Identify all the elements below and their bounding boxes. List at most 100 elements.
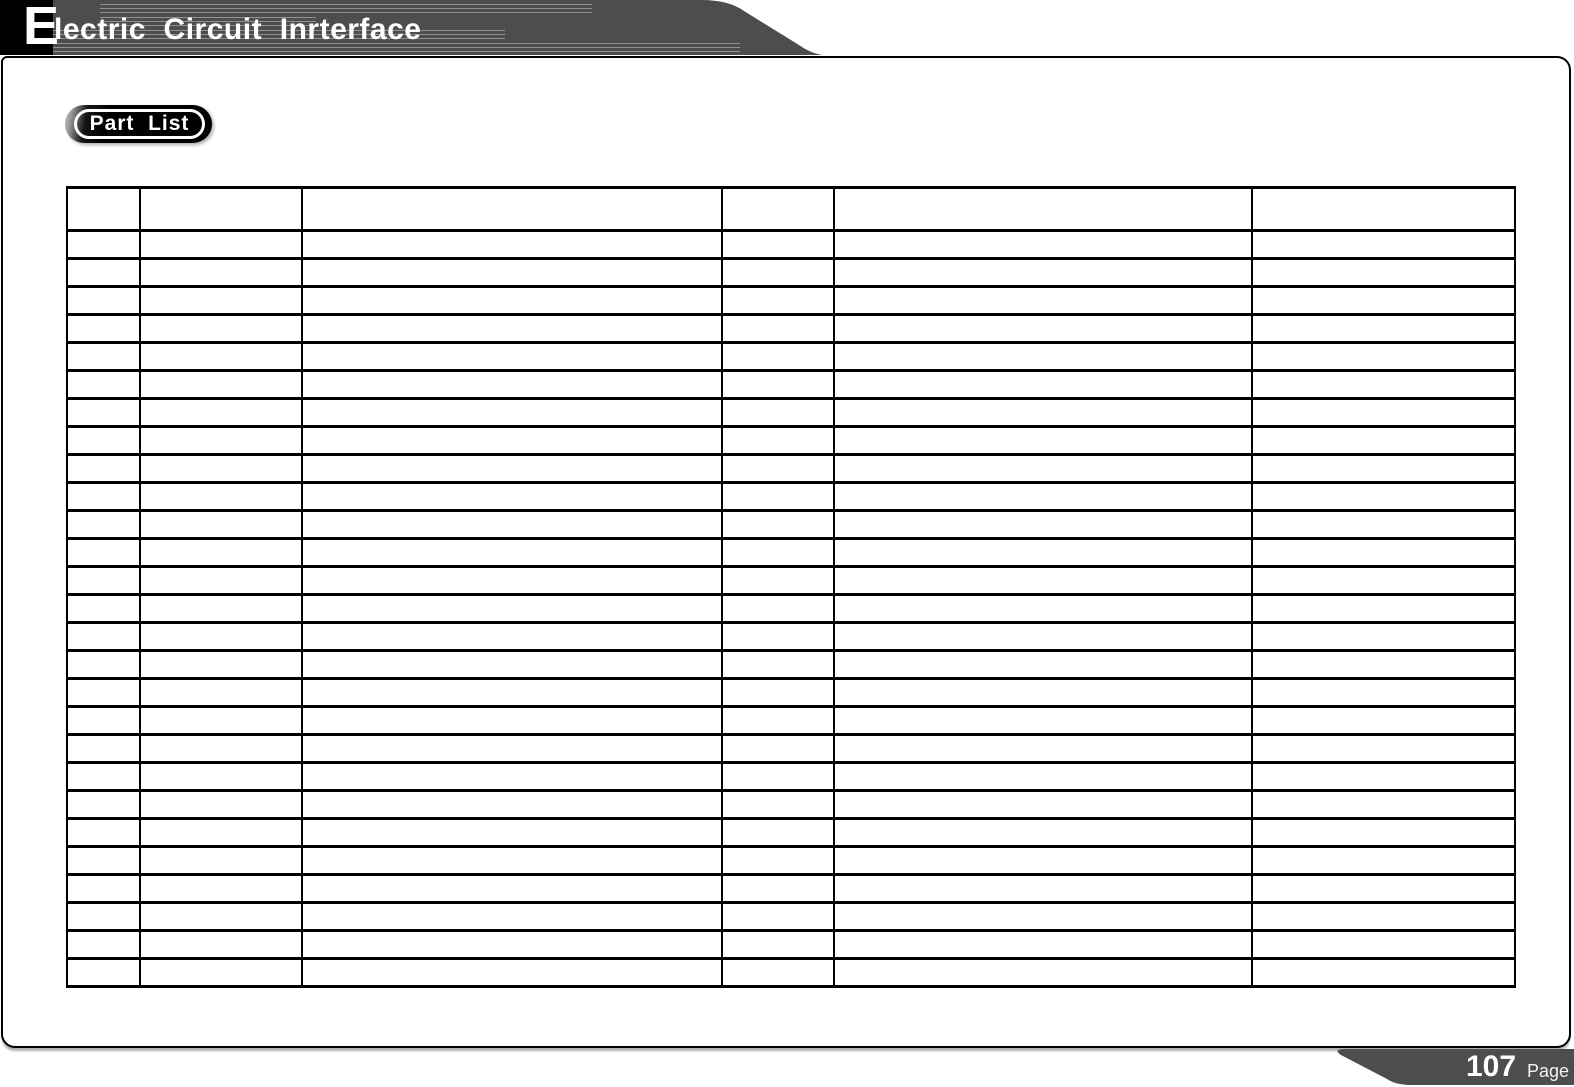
table-cell xyxy=(721,621,835,652)
table-cell xyxy=(301,817,723,848)
table-cell xyxy=(139,481,303,512)
table-row xyxy=(66,901,1516,932)
table-cell xyxy=(833,341,1253,372)
table-row xyxy=(66,425,1516,456)
table-row xyxy=(66,705,1516,736)
table-cell xyxy=(833,705,1253,736)
table-cell xyxy=(721,257,835,288)
table-cell xyxy=(833,677,1253,708)
table-cell xyxy=(721,593,835,624)
table-cell xyxy=(1251,845,1516,876)
table-cell xyxy=(721,453,835,484)
table-row xyxy=(66,873,1516,904)
table-cell xyxy=(66,929,141,960)
table-cell xyxy=(139,761,303,792)
table-cell xyxy=(139,901,303,932)
table-cell xyxy=(721,705,835,736)
table-header-cell xyxy=(66,186,141,232)
table-cell xyxy=(833,873,1253,904)
part-list-table xyxy=(66,186,1516,988)
table-cell xyxy=(833,565,1253,596)
table-header-row xyxy=(66,186,1516,232)
table-cell xyxy=(1251,593,1516,624)
table-cell xyxy=(833,481,1253,512)
table-cell xyxy=(66,285,141,316)
table-cell xyxy=(301,621,723,652)
table-cell xyxy=(66,229,141,260)
table-cell xyxy=(833,425,1253,456)
table-row xyxy=(66,453,1516,484)
table-cell xyxy=(1251,537,1516,568)
table-cell xyxy=(66,789,141,820)
table-cell xyxy=(139,565,303,596)
table-cell xyxy=(721,565,835,596)
table-cell xyxy=(1251,677,1516,708)
table-row xyxy=(66,341,1516,372)
table-cell xyxy=(66,621,141,652)
table-cell xyxy=(721,313,835,344)
table-cell xyxy=(66,845,141,876)
table-cell xyxy=(66,565,141,596)
table-cell xyxy=(139,593,303,624)
table-cell xyxy=(301,565,723,596)
table-cell xyxy=(139,649,303,680)
table-cell xyxy=(301,537,723,568)
table-cell xyxy=(721,369,835,400)
table-cell xyxy=(833,593,1253,624)
table-cell xyxy=(833,957,1253,988)
table-cell xyxy=(139,733,303,764)
table-cell xyxy=(66,677,141,708)
table-cell xyxy=(1251,397,1516,428)
table-cell xyxy=(301,313,723,344)
table-row xyxy=(66,649,1516,680)
table-cell xyxy=(139,341,303,372)
table-cell xyxy=(139,537,303,568)
table-cell xyxy=(301,761,723,792)
table-cell xyxy=(833,733,1253,764)
table-cell xyxy=(833,761,1253,792)
table-cell xyxy=(301,677,723,708)
table-cell xyxy=(139,369,303,400)
part-list-badge: Part List xyxy=(65,105,212,143)
table-cell xyxy=(1251,481,1516,512)
table-cell xyxy=(301,481,723,512)
table-row xyxy=(66,957,1516,988)
table-header-cell xyxy=(1251,186,1516,232)
table-cell xyxy=(66,873,141,904)
table-row xyxy=(66,621,1516,652)
table-cell xyxy=(66,369,141,400)
table-cell xyxy=(301,957,723,988)
table-cell xyxy=(301,705,723,736)
table-cell xyxy=(721,537,835,568)
table-cell xyxy=(833,257,1253,288)
header-banner-shape xyxy=(0,0,822,55)
table-cell xyxy=(1251,649,1516,680)
table-cell xyxy=(301,369,723,400)
table-cell xyxy=(833,845,1253,876)
table-cell xyxy=(139,453,303,484)
table-cell xyxy=(139,509,303,540)
table-cell xyxy=(301,649,723,680)
table-cell xyxy=(66,425,141,456)
table-cell xyxy=(721,817,835,848)
table-cell xyxy=(301,901,723,932)
table-cell xyxy=(833,621,1253,652)
table-cell xyxy=(1251,257,1516,288)
table-cell xyxy=(139,677,303,708)
part-list-badge-border: Part List xyxy=(74,109,205,139)
table-cell xyxy=(833,453,1253,484)
table-cell xyxy=(1251,901,1516,932)
table-cell xyxy=(301,789,723,820)
page-title: lectric Circuit Inrterface xyxy=(54,13,422,46)
table-header-cell xyxy=(301,186,723,232)
table-cell xyxy=(139,621,303,652)
pinstripe-band xyxy=(100,4,592,15)
part-list-label: Part List xyxy=(89,112,190,135)
table-cell xyxy=(139,397,303,428)
table-row xyxy=(66,369,1516,400)
table-cell xyxy=(301,397,723,428)
table-cell xyxy=(66,957,141,988)
table-cell xyxy=(139,705,303,736)
table-row xyxy=(66,565,1516,596)
footer-banner-shape xyxy=(1337,1049,1574,1085)
